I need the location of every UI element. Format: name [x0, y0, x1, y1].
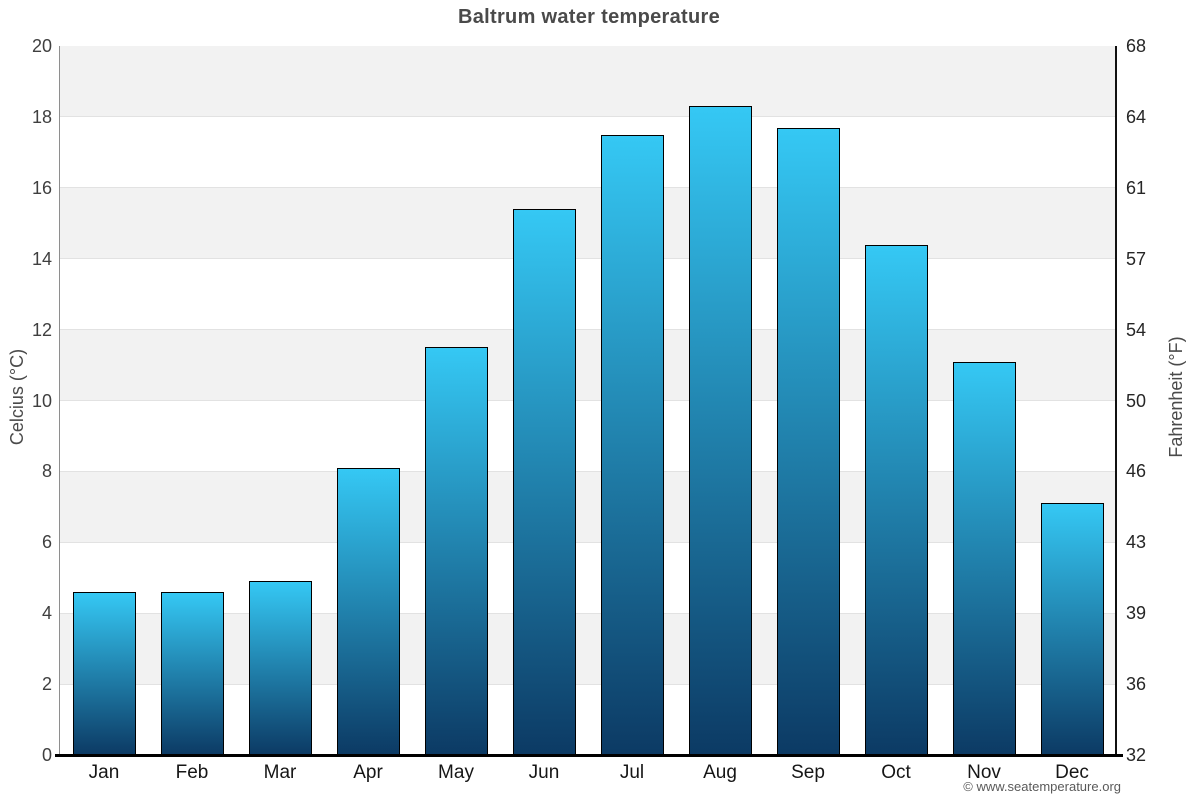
x-tick-label-oct: Oct: [881, 762, 911, 783]
y-tick-label-left: 18: [31, 106, 52, 127]
y-tick-label-left: 10: [31, 390, 52, 411]
y-tick-label-left: 8: [41, 461, 52, 482]
bar-jan: [72, 591, 136, 755]
x-tick-label-apr: Apr: [353, 762, 383, 783]
gridline: [60, 329, 1116, 331]
bar-nov: [952, 361, 1016, 755]
plot-band: [60, 116, 1116, 188]
bar-jul: [600, 134, 664, 755]
x-tick-label-mar: Mar: [263, 762, 297, 783]
bar-feb: [160, 591, 224, 755]
y-axis-right-line: [1115, 46, 1117, 755]
y-tick-label-right: 57: [1126, 248, 1147, 269]
plot-band: [60, 684, 1116, 755]
y-tick-label-left: 20: [31, 36, 52, 56]
x-tick-label-may: May: [438, 762, 474, 783]
y-tick-label-right: 61: [1126, 177, 1147, 198]
y-tick-label-right: 64: [1126, 106, 1147, 127]
bar-may: [424, 347, 488, 755]
bar-apr: [336, 467, 400, 755]
y-axis-left-line: [59, 46, 60, 755]
plot-band: [60, 258, 1116, 330]
y-tick-label-left: 0: [41, 745, 52, 765]
x-tick-label-nov: Nov: [967, 762, 1001, 783]
bar-aug: [688, 106, 752, 755]
y-tick-label-right: 68: [1126, 36, 1147, 56]
y-tick-label-left: 16: [31, 177, 52, 198]
plot-band: [60, 329, 1116, 401]
y-tick-label-left: 2: [41, 674, 52, 695]
bar-jun: [512, 209, 576, 755]
y-tick-label-left: 12: [31, 319, 52, 340]
gridline: [60, 187, 1116, 189]
y-tick-label-right: 39: [1126, 603, 1147, 624]
y-tick-label-right: 43: [1126, 532, 1147, 553]
gridline: [60, 683, 1116, 685]
y-tick-label-right: 32: [1126, 745, 1147, 765]
x-tick-label-jan: Jan: [88, 762, 120, 783]
gridline: [60, 612, 1116, 614]
plot-band: [60, 471, 1116, 543]
gridline: [60, 541, 1116, 543]
y-tick-label-left: 14: [31, 248, 52, 269]
bar-sep: [776, 127, 840, 755]
y-tick-label-left: 4: [41, 603, 52, 624]
y-tick-label-right: 50: [1126, 390, 1147, 411]
gridline: [60, 470, 1116, 472]
x-tick-label-feb: Feb: [175, 762, 209, 783]
plot-band: [60, 187, 1116, 259]
y-tick-label-right: 46: [1126, 461, 1147, 482]
copyright-text: © www.seatemperature.org: [963, 779, 1121, 794]
y-tick-label-right: 36: [1126, 674, 1147, 695]
plot-band: [60, 46, 1116, 117]
gridline: [60, 116, 1116, 118]
chart-title: Baltrum water temperature: [457, 6, 721, 28]
bar-oct: [864, 244, 928, 755]
gridline: [60, 400, 1116, 401]
plot-band: [60, 542, 1116, 614]
bar-mar: [248, 581, 312, 755]
x-tick-label-dec: Dec: [1055, 762, 1089, 783]
x-tick-label-sep: Sep: [791, 762, 825, 783]
plot-band: [60, 400, 1116, 472]
plot-band: [60, 613, 1116, 685]
y-axis-right-title: Fahrenheit (°F): [1166, 336, 1186, 458]
x-tick-label-aug: Aug: [703, 762, 737, 783]
x-tick-label-jul: Jul: [619, 762, 645, 783]
gridline: [60, 258, 1116, 260]
y-tick-label-right: 54: [1126, 319, 1147, 340]
x-tick-label-jun: Jun: [528, 762, 560, 783]
bar-dec: [1040, 503, 1104, 755]
y-tick-label-left: 6: [41, 532, 52, 553]
x-axis-line: [55, 754, 1123, 757]
